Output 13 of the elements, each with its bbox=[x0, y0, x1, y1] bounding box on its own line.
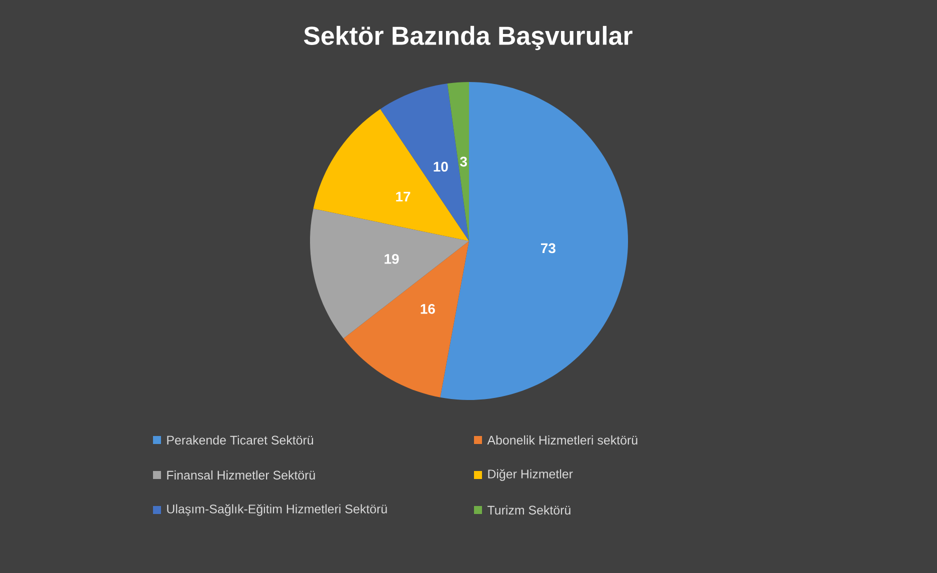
data-label: 3 bbox=[460, 156, 467, 167]
legend-label: Perakende Ticaret Sektörü bbox=[167, 435, 314, 445]
data-label: 10 bbox=[434, 162, 448, 172]
legend-label: Diğer Hizmetler bbox=[488, 469, 573, 481]
legend-label: Turizm Sektörü bbox=[487, 505, 570, 515]
legend-label: Abonelik Hizmetleri sektörü bbox=[487, 435, 638, 445]
data-label: 19 bbox=[384, 254, 399, 264]
data-label: 16 bbox=[420, 304, 435, 314]
data-label: 17 bbox=[396, 192, 410, 202]
legend-label: Ulaşım-Sağlık-Eğitim Hizmetleri Sektörü bbox=[167, 504, 387, 516]
data-label: 73 bbox=[541, 243, 556, 254]
chart-title: Sektör Bazında Başvurular bbox=[304, 26, 632, 50]
legend-label: Finansal Hizmetler Sektörü bbox=[167, 470, 315, 480]
